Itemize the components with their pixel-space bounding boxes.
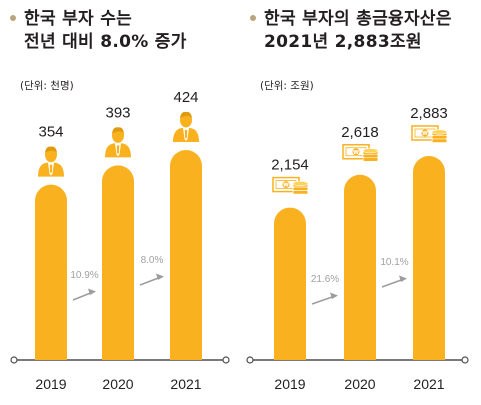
data-label: 393 bbox=[105, 104, 130, 121]
data-label: 2,883 bbox=[410, 105, 448, 122]
person-icon bbox=[38, 146, 64, 177]
growth-arrow-head bbox=[399, 275, 407, 282]
bar bbox=[35, 184, 67, 360]
chart-panel-financial-assets: 한국 부자의 총금융자산은 2021년 2,883조원 (단위: 조원) 201… bbox=[240, 0, 480, 405]
axis-end-marker bbox=[10, 356, 18, 364]
bar bbox=[170, 150, 202, 360]
tick-label: 2021 bbox=[170, 376, 201, 392]
data-label: 354 bbox=[38, 124, 63, 141]
chart-title-line-2: 2021년 2,883조원 bbox=[264, 32, 422, 52]
person-icon bbox=[105, 127, 131, 158]
data-label: 2,154 bbox=[271, 157, 309, 174]
money-coins-icon: ₩ bbox=[342, 144, 379, 162]
chart-title-line-2: 전년 대비 8.0% 증가 bbox=[24, 32, 187, 52]
bullet-dot bbox=[10, 15, 16, 21]
axis-end-marker bbox=[461, 356, 469, 364]
unit-label: (단위: 조원) bbox=[260, 80, 314, 92]
chart-title-line-1: 한국 부자 수는 bbox=[24, 9, 133, 29]
tick-label: 2019 bbox=[35, 376, 66, 392]
growth-label: 10.9% bbox=[70, 270, 98, 281]
money-coins-icon: ₩ bbox=[411, 125, 448, 143]
chart-title-line-1: 한국 부자의 총금융자산은 bbox=[264, 9, 452, 29]
unit-label: (단위: 천명) bbox=[20, 80, 74, 92]
axis-end-marker bbox=[222, 356, 230, 364]
chart-title: 한국 부자의 총금융자산은 2021년 2,883조원 bbox=[250, 8, 452, 54]
bar bbox=[344, 174, 376, 360]
bullet-dot bbox=[250, 15, 256, 21]
svg-text:₩: ₩ bbox=[283, 183, 289, 189]
tick-label: 2020 bbox=[344, 376, 375, 392]
tick-label: 2021 bbox=[413, 376, 444, 392]
growth-label: 10.1% bbox=[380, 257, 408, 268]
growth-arrow-head bbox=[88, 288, 96, 295]
data-label: 424 bbox=[173, 89, 198, 106]
bar bbox=[102, 165, 134, 360]
svg-text:₩: ₩ bbox=[353, 150, 359, 156]
bar bbox=[274, 207, 306, 360]
axis-end-marker bbox=[246, 356, 254, 364]
growth-label: 21.6% bbox=[311, 274, 339, 285]
chart-panel-rich-count: 한국 부자 수는 전년 대비 8.0% 증가 (단위: 천명) 2019 354 2… bbox=[0, 0, 240, 405]
svg-text:₩: ₩ bbox=[422, 131, 428, 137]
money-coins-icon: ₩ bbox=[272, 176, 309, 195]
bar-chart-rich-count: 2019 354 2020 393 2021 424 10.9% 8.0% bbox=[10, 89, 230, 392]
growth-arrow-head bbox=[330, 292, 338, 299]
growth-arrow bbox=[381, 278, 405, 288]
growth-arrow-head bbox=[156, 273, 164, 280]
bar-chart-financial-assets: 2019 ₩2,154 2020 ₩2,618 2021 ₩2,883 21.6% 10.1% bbox=[246, 105, 469, 392]
chart-title: 한국 부자 수는 전년 대비 8.0% 증가 bbox=[10, 8, 187, 54]
tick-label: 2019 bbox=[274, 376, 305, 392]
growth-label: 8.0% bbox=[141, 255, 164, 266]
bar bbox=[413, 156, 445, 360]
tick-label: 2020 bbox=[102, 376, 133, 392]
data-label: 2,618 bbox=[341, 124, 379, 141]
person-icon bbox=[173, 111, 199, 142]
growth-arrow bbox=[311, 295, 336, 305]
